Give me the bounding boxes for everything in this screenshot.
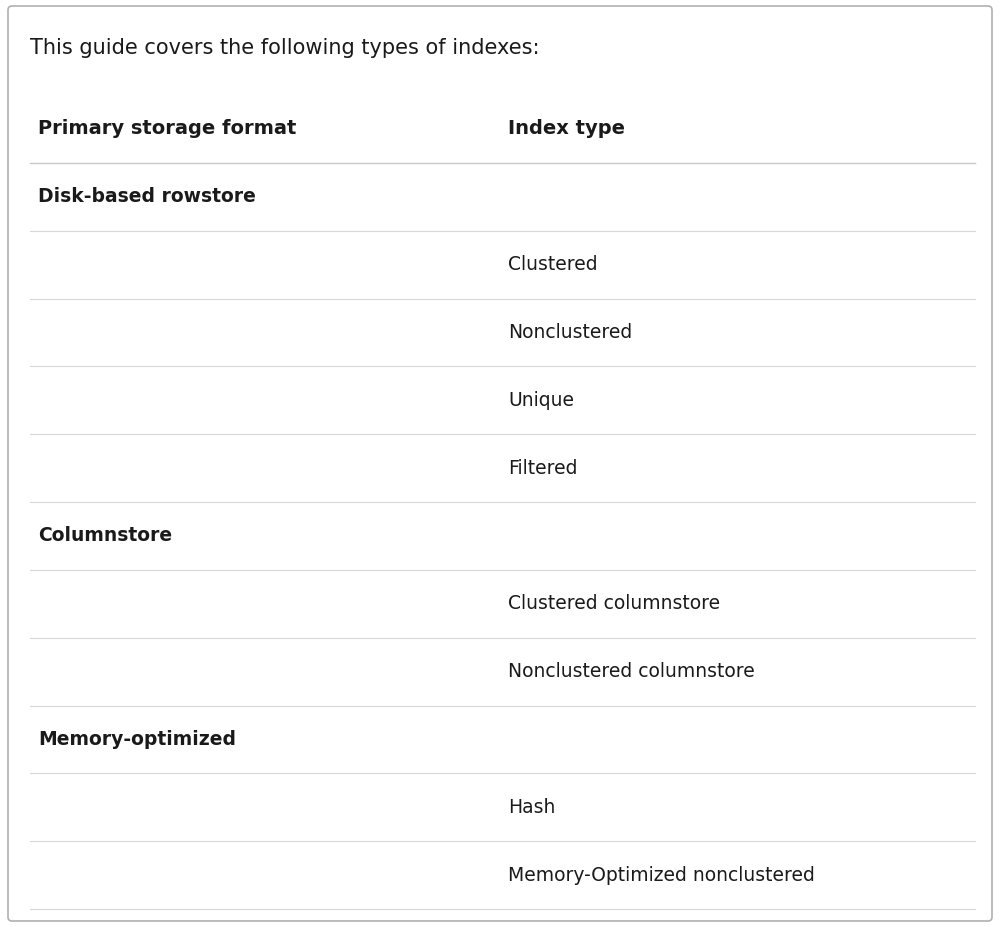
Text: Nonclustered: Nonclustered: [508, 323, 632, 342]
Text: Clustered: Clustered: [508, 255, 598, 274]
Text: Unique: Unique: [508, 391, 574, 410]
Text: Filtered: Filtered: [508, 459, 578, 477]
Text: Memory-optimized: Memory-optimized: [38, 730, 236, 749]
Text: Hash: Hash: [508, 798, 555, 817]
Text: Columnstore: Columnstore: [38, 527, 172, 545]
FancyBboxPatch shape: [8, 6, 992, 921]
Text: Index type: Index type: [508, 120, 625, 138]
Text: Disk-based rowstore: Disk-based rowstore: [38, 187, 256, 206]
Text: This guide covers the following types of indexes:: This guide covers the following types of…: [30, 38, 540, 58]
Text: Memory-Optimized nonclustered: Memory-Optimized nonclustered: [508, 866, 815, 884]
Text: Primary storage format: Primary storage format: [38, 120, 296, 138]
Text: Clustered columnstore: Clustered columnstore: [508, 594, 720, 614]
Text: Nonclustered columnstore: Nonclustered columnstore: [508, 662, 755, 681]
